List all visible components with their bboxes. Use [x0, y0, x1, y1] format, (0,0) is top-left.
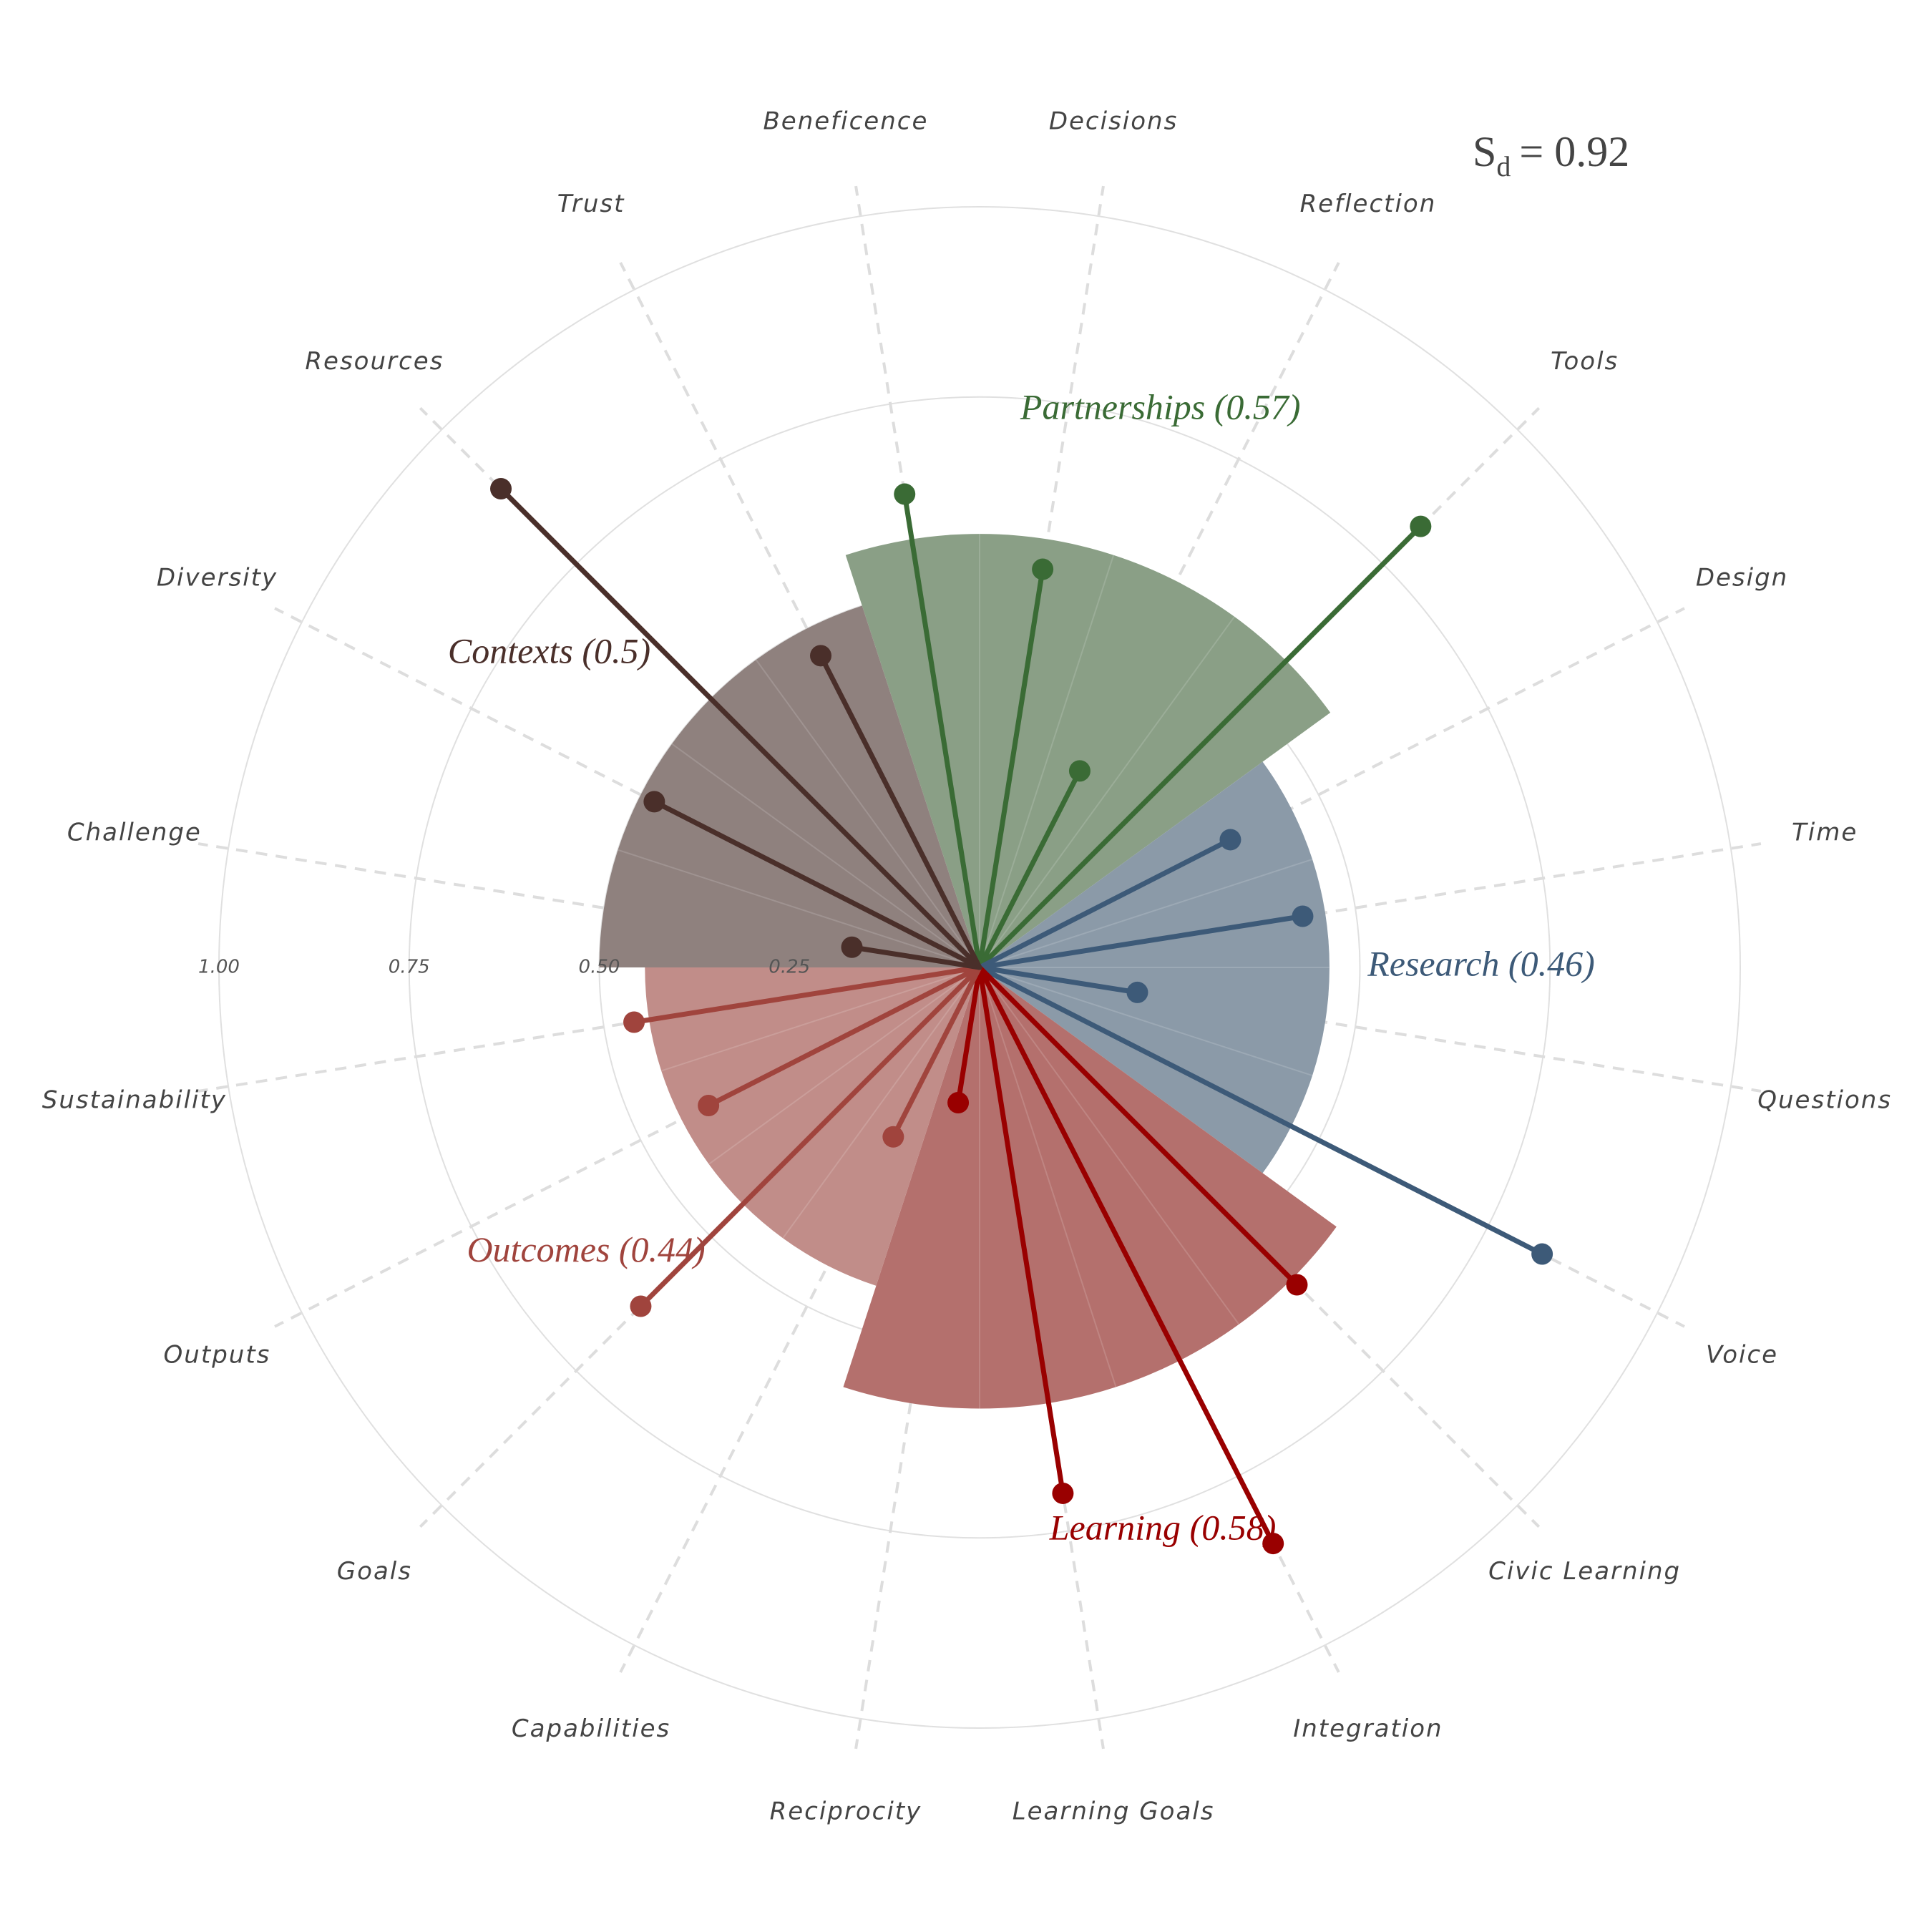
lollipop-dot — [1262, 1533, 1284, 1555]
lollipop-stem — [498, 486, 982, 970]
lollipop-stem — [977, 567, 1045, 970]
lollipop-dot — [947, 1091, 970, 1113]
lollipop-stem — [818, 653, 982, 970]
wedge-divider — [979, 967, 1240, 1325]
lollipop-dot — [630, 1295, 652, 1317]
lollipop-dot — [882, 1126, 904, 1148]
r-tick-label: 0.25 — [769, 957, 810, 978]
category-label: Time — [1792, 818, 1858, 847]
lollipop-dot — [1286, 1274, 1308, 1296]
stat-subscript: d — [1496, 150, 1511, 182]
stat-text: = 0.92 — [1519, 128, 1629, 175]
lollipop-stem — [631, 965, 982, 1025]
category-label: Civic Learning — [1488, 1557, 1681, 1586]
lollipop-stem — [977, 913, 1305, 970]
lollipop-dot — [1292, 905, 1314, 927]
category-label: Trust — [557, 190, 625, 218]
group-label: Research (0.46) — [1367, 943, 1594, 983]
lollipop-dot — [643, 791, 665, 813]
grid-circle — [218, 206, 1741, 1729]
category-label: Learning Goals — [1013, 1797, 1215, 1826]
lollipop-stem — [890, 965, 982, 1140]
lollipop-stem — [977, 965, 1140, 995]
lollipop-dot — [841, 936, 863, 958]
category-label: Integration — [1293, 1714, 1443, 1743]
category-label: Outputs — [164, 1340, 271, 1369]
lollipop-stem — [955, 965, 982, 1106]
category-label: Decisions — [1049, 107, 1178, 135]
category-label: Resources — [305, 347, 444, 376]
group-label: Partnerships (0.57) — [1020, 387, 1301, 427]
lollipop-dot — [1219, 829, 1241, 851]
lollipop-dot — [894, 483, 916, 505]
lollipop-stem — [977, 836, 1233, 970]
category-label: Tools — [1551, 347, 1619, 376]
stat-symbol: S — [1473, 128, 1496, 175]
category-label: Design — [1696, 564, 1788, 592]
group-wedge — [980, 761, 1330, 1174]
group-wedge — [599, 605, 980, 967]
stat-annotation: Sd = 0.92 — [1473, 128, 1629, 182]
wedge-divider — [671, 743, 980, 968]
lollipop-dot — [1531, 1243, 1553, 1265]
wedge-divider — [979, 858, 1313, 968]
wedge-divider — [979, 967, 1117, 1387]
lollipop-dot — [1068, 760, 1091, 782]
lollipop-dot — [490, 478, 512, 500]
category-label: Beneficence — [763, 107, 928, 135]
wedge-divider — [979, 555, 1115, 968]
lollipop-stem — [902, 492, 982, 970]
lollipop-stem — [706, 965, 982, 1108]
lollipop-dot — [1052, 1482, 1074, 1504]
wedge-divider — [708, 967, 980, 1165]
lollipop-dot — [810, 645, 832, 667]
group-label: Outcomes (0.44) — [467, 1229, 705, 1269]
category-label: Goals — [337, 1557, 412, 1586]
r-tick-label: 1.00 — [198, 957, 240, 978]
group-wedge — [845, 534, 1331, 967]
lollipop-stem — [977, 965, 1276, 1546]
group-wedge — [645, 967, 980, 1286]
category-label: Diversity — [157, 564, 278, 592]
wedge-divider — [979, 616, 1235, 968]
group-label: Learning (0.58) — [1049, 1507, 1277, 1547]
lollipop-stem — [651, 799, 982, 970]
category-label: Voice — [1706, 1340, 1778, 1369]
group-label: Contexts (0.5) — [448, 630, 650, 670]
lollipop-stem — [849, 945, 982, 970]
category-label: Challenge — [67, 818, 202, 847]
category-label: Sustainability — [42, 1086, 227, 1115]
lollipop-dot — [1126, 981, 1148, 1003]
lollipop-stem — [977, 965, 1545, 1257]
category-label: Reflection — [1300, 190, 1437, 218]
r-tick-label: 0.75 — [389, 957, 430, 978]
lollipop-stem — [977, 965, 1065, 1496]
lollipop-stem — [977, 965, 1299, 1287]
category-label: Capabilities — [512, 1714, 670, 1743]
grid-circle — [408, 396, 1551, 1539]
r-tick-label: 0.50 — [579, 957, 620, 978]
lollipop-dot — [1410, 515, 1432, 537]
lollipop-dot — [623, 1011, 645, 1033]
wedge-divider — [755, 659, 980, 968]
wedge-divider — [979, 967, 1313, 1077]
wedge-divider — [618, 849, 980, 968]
lollipop-dot — [698, 1095, 720, 1117]
category-label: Questions — [1757, 1086, 1892, 1115]
lollipop-stem — [977, 768, 1083, 970]
lollipop-stem — [977, 524, 1423, 970]
lollipop-dot — [1032, 558, 1054, 580]
lollipop-stem — [638, 965, 982, 1309]
lollipops — [490, 478, 1553, 1555]
wedge-divider — [660, 967, 980, 1072]
labels: Partnerships (0.57) Research (0.46) Learni… — [42, 107, 1892, 1826]
category-label: Reciprocity — [770, 1797, 922, 1826]
wedge-divider — [782, 967, 980, 1239]
